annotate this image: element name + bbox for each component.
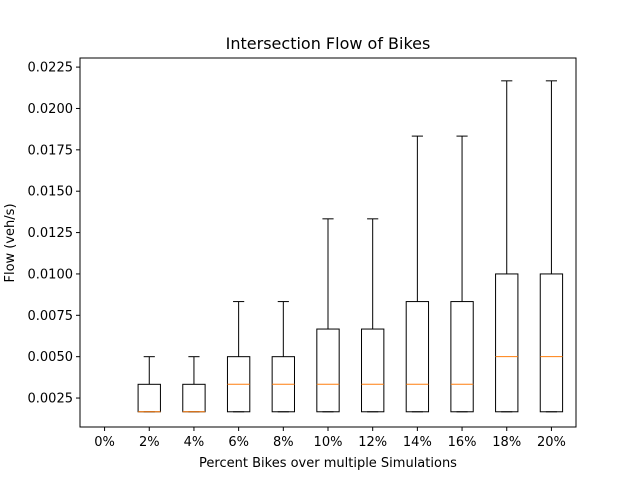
x-tick-label: 8% xyxy=(273,435,294,450)
box xyxy=(316,328,340,413)
box xyxy=(450,301,474,413)
box xyxy=(361,328,385,413)
x-tick-label: 16% xyxy=(448,435,477,450)
box xyxy=(182,383,206,413)
box xyxy=(495,273,519,413)
x-tick-label: 6% xyxy=(228,435,249,450)
x-tick-label: 4% xyxy=(184,435,205,450)
y-tick-label: 0.0075 xyxy=(28,309,74,324)
x-axis-label: Percent Bikes over multiple Simulations xyxy=(199,456,457,471)
y-tick-label: 0.0175 xyxy=(28,143,74,158)
y-axis-label: Flow (veh/s) xyxy=(3,203,18,282)
chart-title: Intersection Flow of Bikes xyxy=(226,34,431,53)
y-tick-label: 0.0225 xyxy=(28,61,74,76)
box xyxy=(405,301,430,413)
x-tick-label: 14% xyxy=(403,435,432,450)
y-tick-label: 0.0125 xyxy=(28,226,74,241)
axes-frame xyxy=(79,57,577,428)
x-tick-label: 10% xyxy=(314,435,343,450)
plot-area: 0.0025 0.0050 0.0075 0.0100 0.0125 0.0150 0.01… xyxy=(28,61,566,450)
x-tick-label: 20% xyxy=(537,435,566,450)
y-tick-label: 0.0025 xyxy=(28,392,74,407)
y-tick-label: 0.0100 xyxy=(28,267,74,282)
x-tick-label: 18% xyxy=(492,435,521,450)
x-tick-label: 2% xyxy=(139,435,160,450)
x-tick-label: 12% xyxy=(358,435,387,450)
x-tick-label: 0% xyxy=(94,435,115,450)
y-tick-label: 0.0150 xyxy=(28,185,74,200)
y-tick-label: 0.0200 xyxy=(28,102,74,117)
y-tick-label: 0.0050 xyxy=(28,350,74,365)
box xyxy=(137,383,161,413)
box xyxy=(539,273,564,413)
